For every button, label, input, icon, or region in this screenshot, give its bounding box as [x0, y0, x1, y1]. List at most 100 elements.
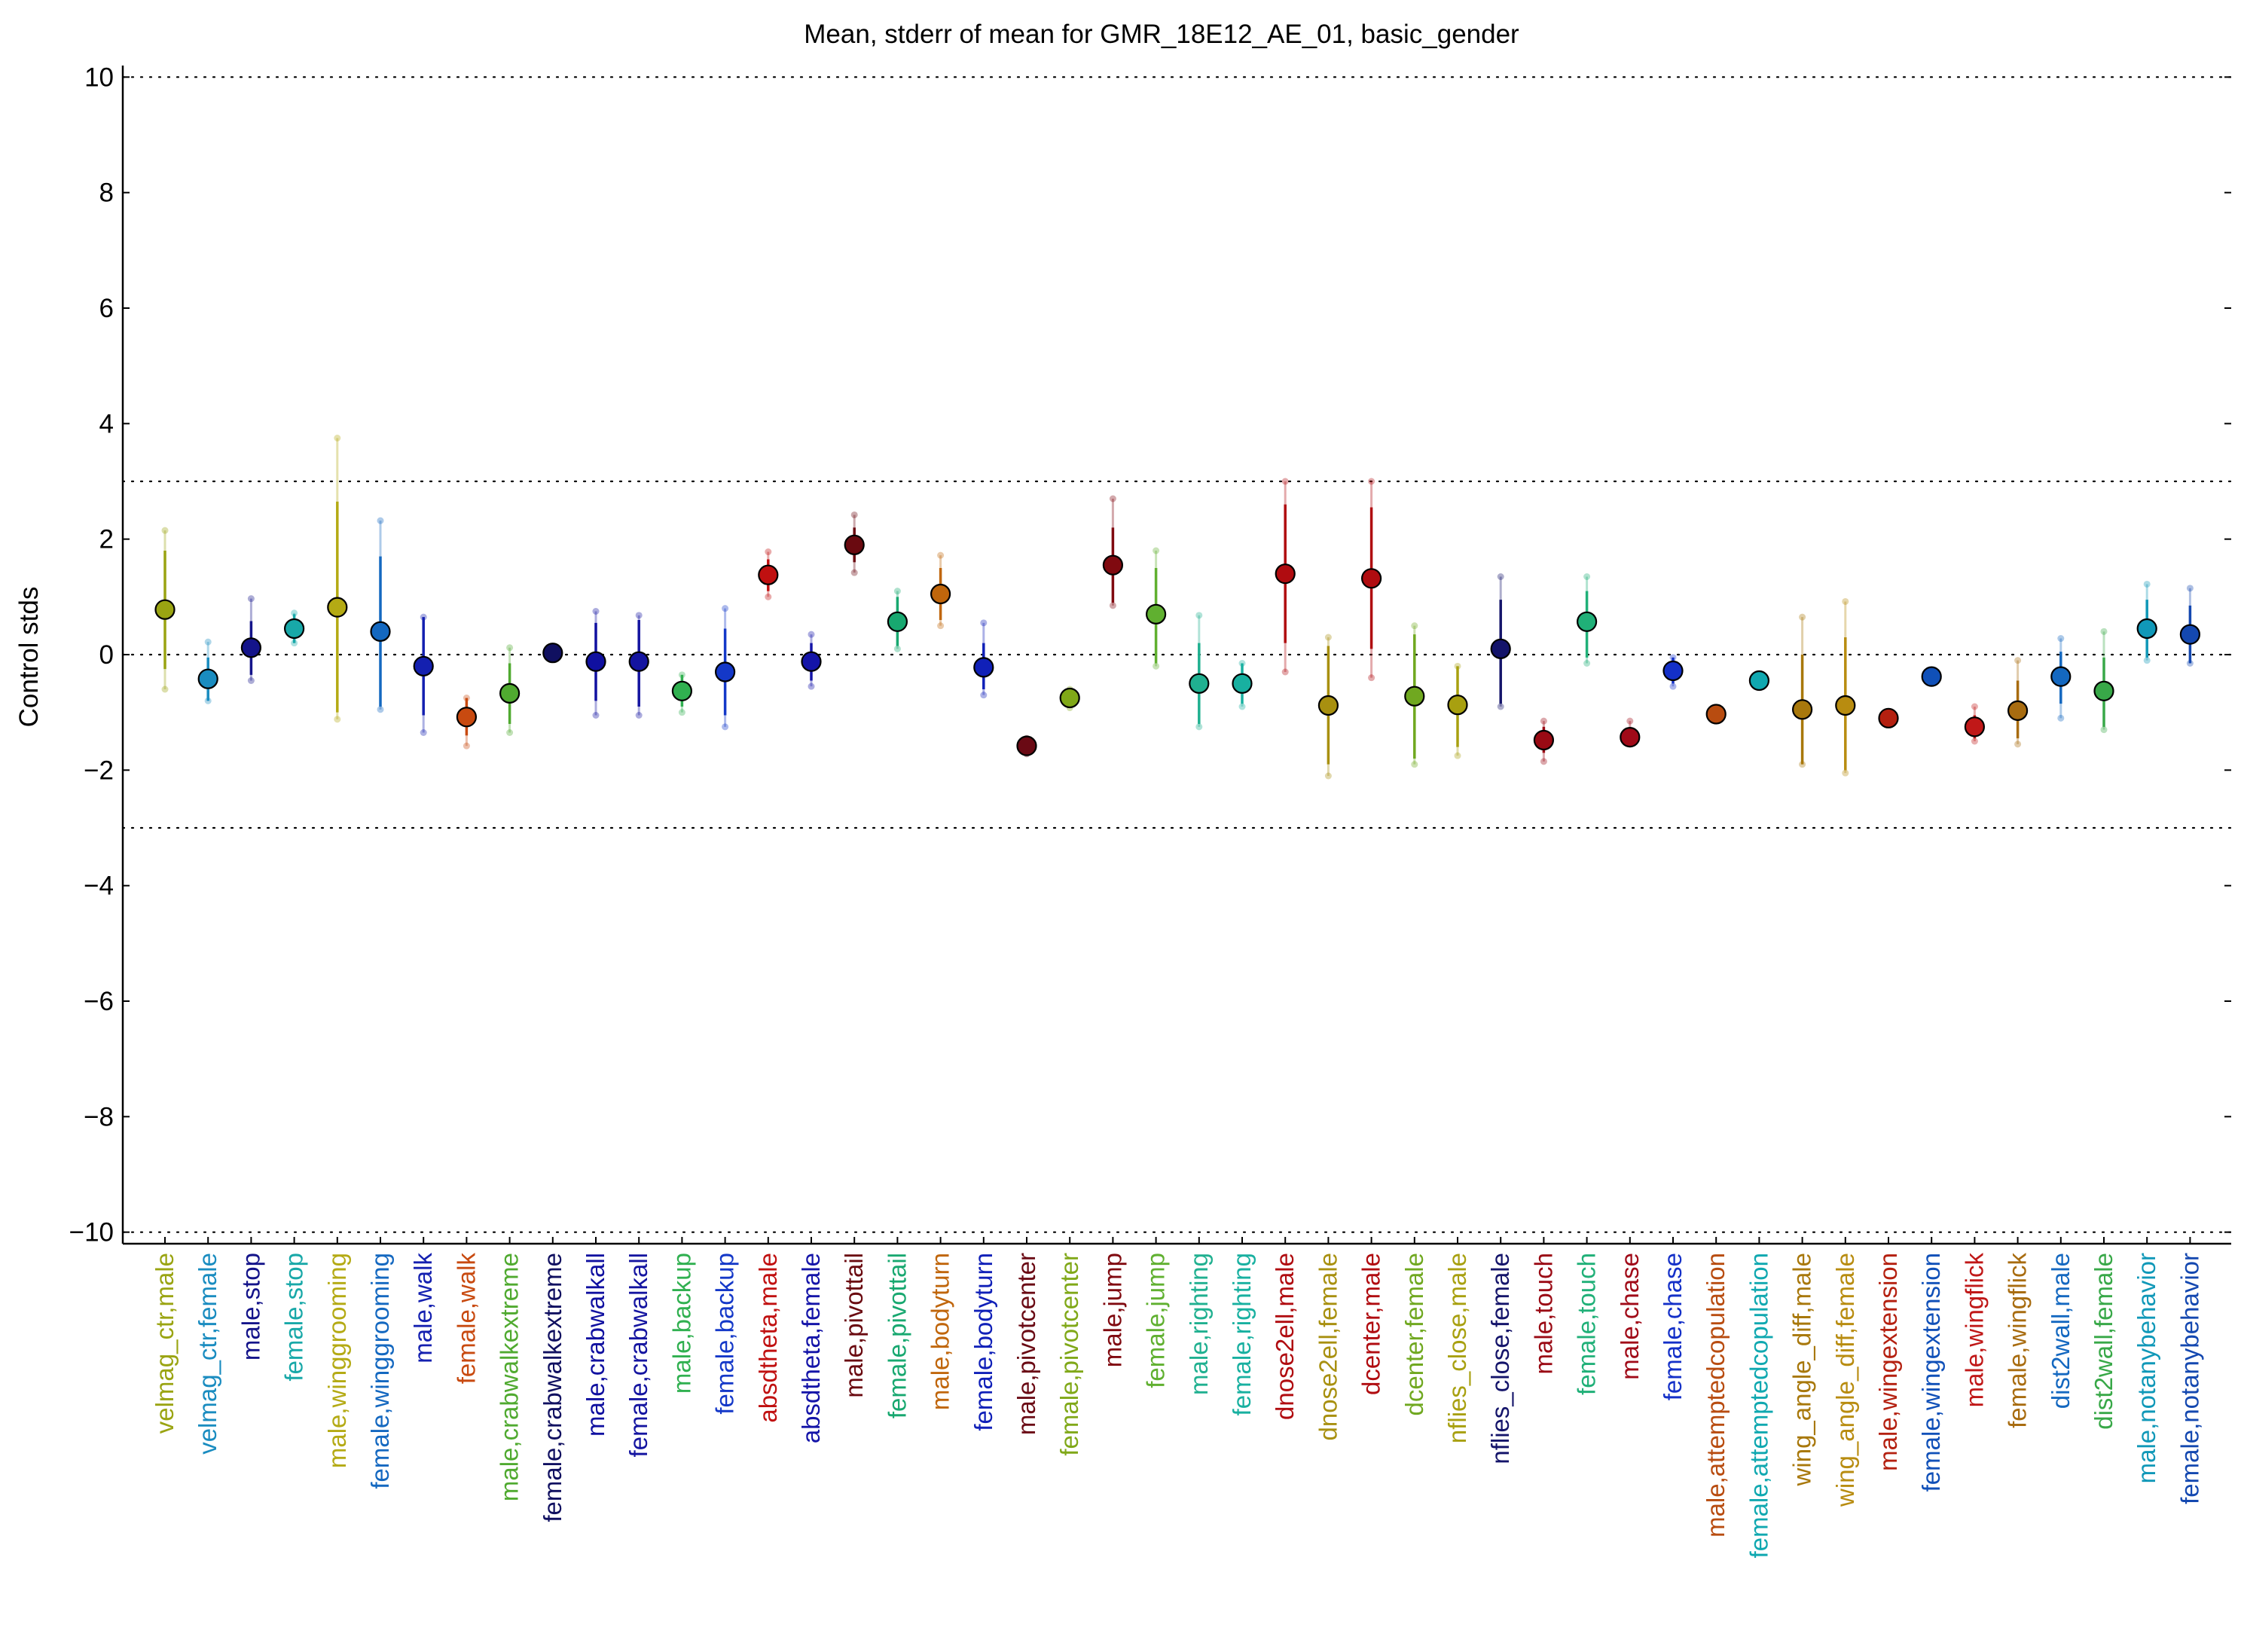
x-tick-label: male,bodyturn — [927, 1253, 954, 1410]
x-tick-label: female,pivotcenter — [1055, 1253, 1083, 1456]
range-end-dot — [1626, 717, 1634, 725]
mean-marker — [1189, 673, 1210, 694]
y-tick-label: 0 — [99, 640, 114, 670]
x-tick-label: absdtheta,female — [797, 1253, 825, 1443]
mean-marker — [844, 534, 865, 555]
x-tick-label: female,chase — [1659, 1253, 1687, 1400]
x-tick-label: female,attemptedcopulation — [1745, 1253, 1772, 1558]
mean-marker — [1059, 687, 1080, 709]
range-end-dot — [937, 622, 945, 630]
x-tick-label: female,righting — [1228, 1253, 1256, 1415]
range-end-dot — [1281, 668, 1289, 676]
range-end-dot — [1109, 602, 1116, 609]
range-end-dot — [1238, 703, 1246, 710]
mean-marker — [1792, 699, 1813, 720]
x-tick-label: dist2wall,male — [2047, 1253, 2075, 1409]
x-axis-tick-labels: velmag_ctr,male velmag_ctr,female male,sto… — [151, 1237, 2203, 1558]
mean-marker — [1360, 568, 1382, 589]
chart-title: Mean, stderr of mean for GMR_18E12_AE_01… — [804, 20, 1519, 49]
x-tick-label: male,crabwalkall — [582, 1253, 609, 1437]
y-tick-label: 6 — [99, 294, 114, 323]
x-tick-label: dcenter,male — [1357, 1253, 1385, 1395]
mean-marker — [2007, 700, 2029, 721]
range-end-dot — [1971, 703, 1978, 710]
range-end-dot — [1540, 717, 1547, 725]
y-tick-label: 8 — [99, 179, 114, 208]
x-tick-label: male,backup — [667, 1253, 695, 1394]
range-end-dot — [937, 551, 945, 559]
mean-marker — [1404, 686, 1425, 707]
range-end-dot — [980, 692, 988, 699]
x-tick-label: female,walk — [452, 1253, 480, 1385]
mean-marker — [413, 655, 434, 676]
x-tick-label: female,crabwalkextreme — [539, 1253, 566, 1522]
range-end-dot — [506, 644, 514, 652]
y-tick-label: −2 — [84, 756, 114, 785]
range-end-dot — [377, 706, 384, 713]
x-tick-label: male,notanybehavior — [2133, 1253, 2160, 1483]
y-axis-label: Control stds — [14, 587, 44, 728]
range-end-dot — [247, 677, 255, 684]
range-end-dot — [377, 517, 384, 524]
range-end-dot — [1153, 547, 1160, 554]
mean-marker — [1016, 735, 1037, 756]
mean-marker — [930, 583, 951, 605]
x-tick-label: dcenter,female — [1400, 1253, 1428, 1415]
mean-marker — [671, 680, 693, 701]
x-tick-label: female,jump — [1142, 1253, 1170, 1388]
mean-marker — [542, 643, 563, 664]
range-end-dot — [1454, 752, 1461, 759]
range-end-dot — [1324, 634, 1332, 641]
x-tick-label: female,wingextension — [1917, 1253, 1945, 1492]
range-end-dot — [1324, 772, 1332, 780]
range-end-dot — [247, 595, 255, 603]
x-tick-label: female,backup — [711, 1253, 739, 1415]
range-end-dot — [635, 712, 643, 719]
range-end-dot — [161, 686, 169, 693]
mean-marker — [1447, 695, 1468, 716]
range-end-dot — [1583, 573, 1591, 580]
range-end-dot — [722, 723, 729, 731]
mean-marker — [197, 668, 218, 689]
mean-marker — [1835, 695, 1856, 716]
y-tick-label: 2 — [99, 525, 114, 554]
mean-marker — [1102, 554, 1124, 576]
mean-marker — [1275, 563, 1296, 585]
range-end-dot — [1411, 622, 1418, 630]
range-end-dot — [2014, 740, 2022, 748]
x-tick-label: male,walk — [409, 1253, 437, 1363]
x-tick-label: male,pivottail — [840, 1253, 868, 1398]
mean-marker — [1705, 704, 1727, 725]
mean-marker — [1145, 603, 1167, 624]
x-tick-label: wing_angle_diff,female — [1831, 1253, 1859, 1507]
y-axis-ticks: 10 8 6 4 2 0 −2 −4 −6 −8 −10 — [69, 63, 2231, 1247]
x-tick-label: velmag_ctr,male — [151, 1253, 179, 1434]
range-end-dot — [2143, 580, 2151, 588]
x-tick-label: female,wingflick — [2004, 1253, 2032, 1428]
x-tick-label: dnose2ell,female — [1314, 1253, 1342, 1441]
range-end-dot — [1583, 660, 1591, 667]
mean-marker — [1490, 638, 1511, 659]
x-tick-label: female,pivottail — [883, 1253, 911, 1418]
range-end-dot — [893, 645, 901, 652]
range-end-dot — [765, 593, 772, 600]
mean-marker — [1748, 670, 1769, 692]
range-end-dot — [722, 605, 729, 612]
y-tick-label: 10 — [84, 63, 114, 92]
range-end-dot — [204, 638, 212, 646]
x-tick-label: nflies_close,male — [1443, 1253, 1471, 1443]
x-tick-label: wing_angle_diff,male — [1788, 1253, 1816, 1486]
range-end-dot — [1368, 674, 1375, 682]
mean-marker — [714, 661, 736, 682]
x-tick-label: dist2wall,female — [2090, 1253, 2117, 1430]
range-end-dot — [1368, 478, 1375, 485]
range-end-dot — [291, 609, 298, 617]
x-tick-label: male,pivotcenter — [1012, 1253, 1040, 1435]
mean-marker — [1964, 716, 1985, 737]
range-end-dot — [592, 712, 600, 719]
range-end-dot — [1195, 723, 1203, 731]
range-end-dot — [463, 742, 470, 750]
